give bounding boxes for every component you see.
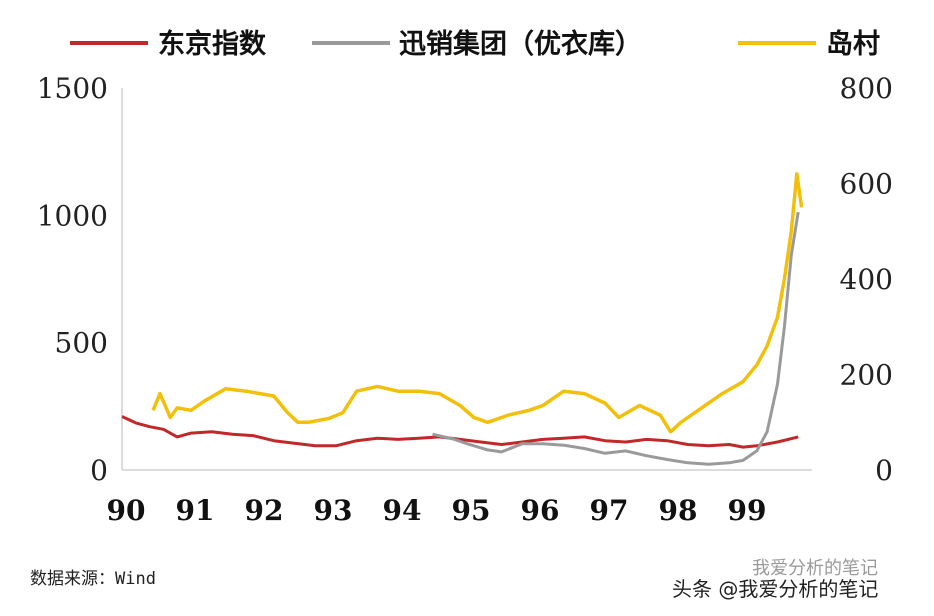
y-left-tick-label: 0 (90, 454, 108, 487)
legend-label-fast-retailing: 迅销集团（优衣库） (399, 28, 642, 60)
legend: 东京指数 迅销集团（优衣库） 岛村 (70, 28, 880, 60)
x-tick-label: 93 (314, 494, 353, 527)
series-line-shimamura (151, 172, 804, 434)
y-axis-left-ticks: 1500 1000 500 0 (37, 72, 108, 487)
x-tick-label: 90 (107, 494, 146, 527)
y-right-tick-label: 0 (875, 454, 893, 487)
x-tick-label: 96 (521, 494, 560, 527)
x-axis-ticks: 90 91 92 93 94 95 96 97 98 99 (107, 494, 767, 527)
y-left-tick-label: 1000 (37, 199, 108, 232)
series-line-fast-retailing (432, 211, 800, 466)
x-tick-label: 95 (452, 494, 491, 527)
plot-area (121, 172, 804, 466)
y-right-tick-label: 400 (840, 263, 893, 296)
watermark-main: 头条 @我爱分析的笔记 (672, 577, 878, 601)
y-right-tick-label: 800 (840, 72, 893, 105)
y-left-tick-label: 500 (55, 327, 108, 360)
x-tick-label: 92 (245, 494, 284, 527)
y-right-tick-label: 200 (840, 359, 893, 392)
x-tick-label: 98 (659, 494, 698, 527)
x-tick-label: 97 (590, 494, 629, 527)
legend-label-tokyo: 东京指数 (158, 28, 267, 60)
x-tick-label: 91 (176, 494, 215, 527)
y-axis-right-ticks: 800 600 400 200 0 (840, 72, 893, 487)
x-tick-label: 99 (728, 494, 767, 527)
watermark-faint: 我爱分析的笔记 (752, 558, 878, 579)
legend-label-shimamura: 岛村 (826, 28, 880, 60)
y-right-tick-label: 600 (840, 168, 893, 201)
y-left-tick-label: 1500 (37, 72, 108, 105)
source-note: 数据来源：Wind (30, 569, 156, 589)
x-tick-label: 94 (383, 494, 422, 527)
